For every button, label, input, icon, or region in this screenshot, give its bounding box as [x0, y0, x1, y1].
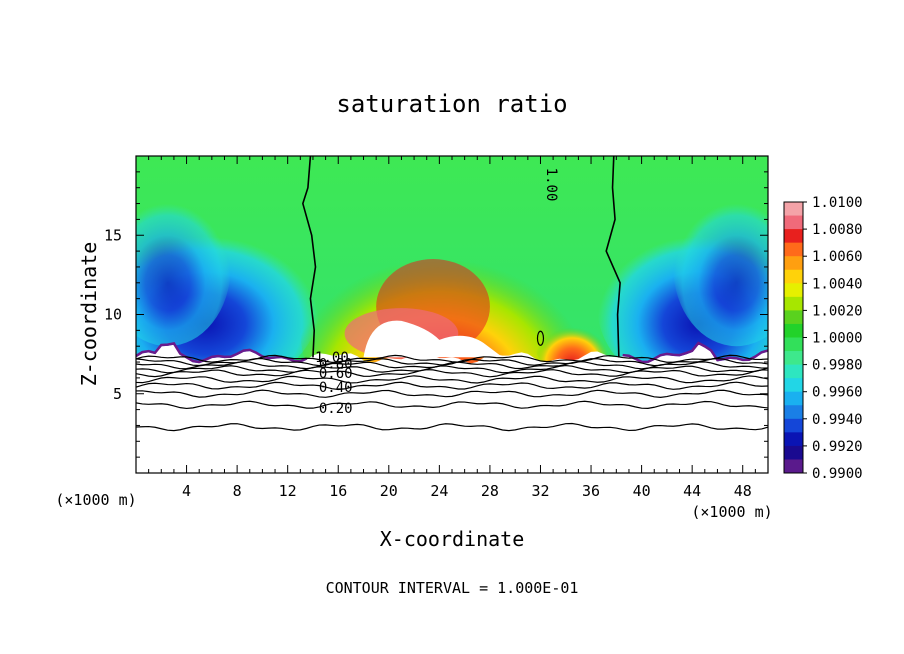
colorbar: 1.0100 1.0080 1.0060 1.0040 1.0020 1.0000 0.99… [783, 195, 863, 482]
contour-line [136, 361, 768, 370]
x-tick-label: 48 [734, 482, 752, 500]
x-tick-label: 40 [633, 482, 651, 500]
contour-label: 1.00 [543, 168, 559, 202]
contour-label: 0.20 [319, 401, 353, 417]
contour-line [136, 369, 768, 378]
x-tick-label: 12 [279, 482, 297, 500]
colorbar-swatch [784, 364, 803, 379]
x-tick-label: 16 [329, 482, 347, 500]
contour-closed-small [536, 330, 545, 346]
colorbar-label: 0.9960 [812, 385, 863, 401]
field-right-dry-upper [673, 187, 768, 347]
colorbar-swatch [784, 351, 803, 366]
colorbar-swatch [784, 202, 803, 217]
contour-1-00 [302, 156, 317, 358]
contour-line [136, 375, 768, 384]
colorbar-label: 0.9900 [812, 466, 863, 482]
colorbar-swatch [784, 391, 803, 406]
contour-line [136, 364, 768, 374]
field-white-patch [363, 320, 503, 358]
contour-line [136, 354, 768, 364]
colorbar-swatch [784, 242, 803, 257]
colorbar-label: 1.0040 [812, 276, 863, 292]
contour-label: 0.40 [319, 380, 353, 396]
colorbar-swatch [784, 283, 803, 298]
x-axis-ticks: 4 8 12 16 20 24 28 32 36 40 44 48 [148, 156, 756, 500]
colorbar-swatch [784, 269, 803, 284]
colorbar-label: 1.0000 [812, 331, 863, 347]
contour-label: 0.60 [319, 366, 353, 382]
contour-line [136, 400, 768, 410]
plot-area: 1.001.000.800.600.400.20 [136, 156, 768, 473]
y-tick-label: 10 [104, 306, 122, 324]
contour-label: 0.80 [319, 356, 353, 372]
x-tick-label: 4 [182, 482, 191, 500]
x-tick-label: 24 [430, 482, 448, 500]
x-tick-label: 20 [380, 482, 398, 500]
contour-1-00 [605, 156, 621, 358]
colorbar-label: 1.0080 [812, 222, 863, 238]
colorbar-label: 0.9940 [812, 412, 863, 428]
lower-region: 1.001.000.800.600.400.20 [136, 156, 768, 473]
colorbar-label: 1.0100 [812, 195, 863, 211]
y-tick-label: 15 [104, 226, 122, 244]
colorbar-swatch [784, 310, 803, 325]
colorbar-swatch [784, 418, 803, 433]
contour-line [136, 381, 768, 391]
colorbar-label: 1.0020 [812, 303, 863, 319]
colorbar-swatch [784, 445, 803, 460]
contour-interval-note: CONTOUR INTERVAL = 1.000E-01 [326, 579, 579, 597]
colorbar-label: 0.9980 [812, 358, 863, 374]
contour-line [136, 389, 768, 398]
x-units-left: (×1000 m) [55, 491, 136, 509]
contour-line [136, 422, 768, 432]
colorbar-label: 1.0060 [812, 249, 863, 265]
colorbar-swatch [784, 459, 803, 474]
x-units-right: (×1000 m) [691, 503, 772, 521]
colorbar-label: 0.9920 [812, 439, 863, 455]
colorbar-swatch [784, 229, 803, 244]
colorbar-swatch [784, 256, 803, 271]
x-tick-label: 28 [481, 482, 499, 500]
x-tick-label: 32 [531, 482, 549, 500]
colorbar-swatch [784, 432, 803, 447]
y-tick-label: 5 [113, 385, 122, 403]
terrain-fringe-0 [136, 342, 308, 364]
x-tick-label: 44 [683, 482, 701, 500]
chart-title: saturation ratio [336, 90, 567, 118]
y-axis-label: Z-coordinate [77, 242, 101, 387]
terrain-fringe-1 [622, 341, 768, 364]
contour-label: 1.00 [315, 350, 349, 366]
field-left-dry-upper [136, 187, 231, 347]
colorbar-swatch [784, 337, 803, 352]
colorbar-swatch [784, 405, 803, 420]
x-tick-label: 36 [582, 482, 600, 500]
y-axis-ticks: 5 10 15 [104, 171, 768, 458]
colorbar-swatch [784, 378, 803, 393]
colorbar-swatch [784, 323, 803, 338]
colorbar-swatch [784, 215, 803, 230]
colorbar-swatch [784, 296, 803, 311]
x-tick-label: 8 [233, 482, 242, 500]
x-axis-label: X-coordinate [380, 527, 525, 551]
